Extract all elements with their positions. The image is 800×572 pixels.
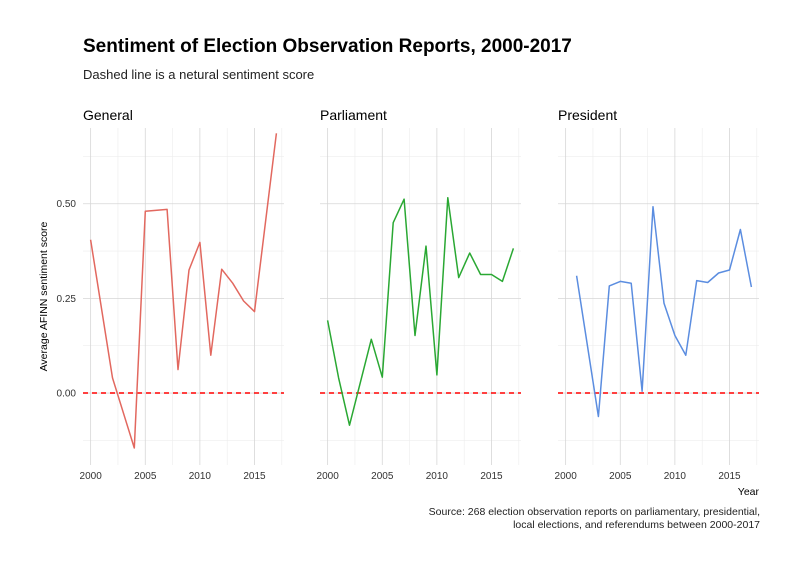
data-point xyxy=(254,311,255,312)
x-tick-label: 2000 xyxy=(555,471,578,482)
data-point xyxy=(513,248,514,249)
x-tick-label: 2010 xyxy=(664,471,687,482)
data-point xyxy=(327,320,328,321)
data-point xyxy=(145,211,146,212)
y-tick-label: 0.25 xyxy=(57,294,77,305)
data-point xyxy=(134,447,135,448)
data-point xyxy=(469,252,470,253)
data-point xyxy=(491,274,492,275)
chart-caption: Source: 268 election observation reports… xyxy=(380,506,760,532)
data-point xyxy=(188,269,189,270)
facet-label: General xyxy=(83,107,133,123)
data-point xyxy=(718,272,719,273)
data-point xyxy=(349,425,350,426)
x-tick-label: 2005 xyxy=(371,471,394,482)
data-point xyxy=(631,283,632,284)
x-tick-label: 2015 xyxy=(718,471,741,482)
data-point xyxy=(642,391,643,392)
data-point xyxy=(425,246,426,247)
data-point xyxy=(502,281,503,282)
data-point xyxy=(674,335,675,336)
data-point xyxy=(382,377,383,378)
data-point xyxy=(751,286,752,287)
data-point xyxy=(371,339,372,340)
data-point xyxy=(210,355,211,356)
data-point xyxy=(652,206,653,207)
data-point xyxy=(458,277,459,278)
data-point xyxy=(447,197,448,198)
data-point xyxy=(707,282,708,283)
data-point xyxy=(414,335,415,336)
data-point xyxy=(663,303,664,304)
x-tick-label: 2015 xyxy=(480,471,503,482)
y-tick-label: 0.50 xyxy=(57,199,77,210)
x-tick-label: 2000 xyxy=(317,471,340,482)
facet-label: Parliament xyxy=(320,107,387,123)
data-point xyxy=(696,280,697,281)
y-axis-title: Average AFINN sentiment score xyxy=(38,221,50,371)
data-point xyxy=(243,300,244,301)
chart-subtitle: Dashed line is a netural sentiment score xyxy=(83,67,315,82)
x-tick-label: 2015 xyxy=(243,471,266,482)
data-point xyxy=(338,377,339,378)
series-line xyxy=(326,196,515,426)
x-tick-label: 2000 xyxy=(80,471,103,482)
x-tick-label: 2005 xyxy=(134,471,157,482)
data-point xyxy=(221,269,222,270)
data-point xyxy=(276,133,277,134)
caption-line: Source: 268 election observation reports… xyxy=(428,506,760,518)
y-tick-label: 0.00 xyxy=(57,389,77,400)
data-point xyxy=(620,281,621,282)
data-point xyxy=(177,369,178,370)
caption-line: local elections, and referendums between… xyxy=(513,519,760,531)
series-line xyxy=(89,133,278,449)
data-point xyxy=(393,222,394,223)
data-point xyxy=(576,275,577,276)
data-point xyxy=(480,274,481,275)
data-point xyxy=(90,239,91,240)
data-point xyxy=(729,269,730,270)
data-point xyxy=(112,377,113,378)
series-line xyxy=(575,206,753,418)
data-point xyxy=(740,229,741,230)
x-tick-label: 2010 xyxy=(189,471,212,482)
data-point xyxy=(167,209,168,210)
chart-title: Sentiment of Election Observation Report… xyxy=(83,36,572,57)
data-point xyxy=(232,283,233,284)
data-point xyxy=(598,416,599,417)
facet-label: President xyxy=(558,107,617,123)
data-point xyxy=(609,285,610,286)
data-point xyxy=(404,199,405,200)
data-point xyxy=(436,374,437,375)
x-axis-title: Year xyxy=(738,486,760,498)
x-tick-label: 2010 xyxy=(426,471,449,482)
data-point xyxy=(685,355,686,356)
x-tick-label: 2005 xyxy=(609,471,632,482)
data-point xyxy=(199,242,200,243)
